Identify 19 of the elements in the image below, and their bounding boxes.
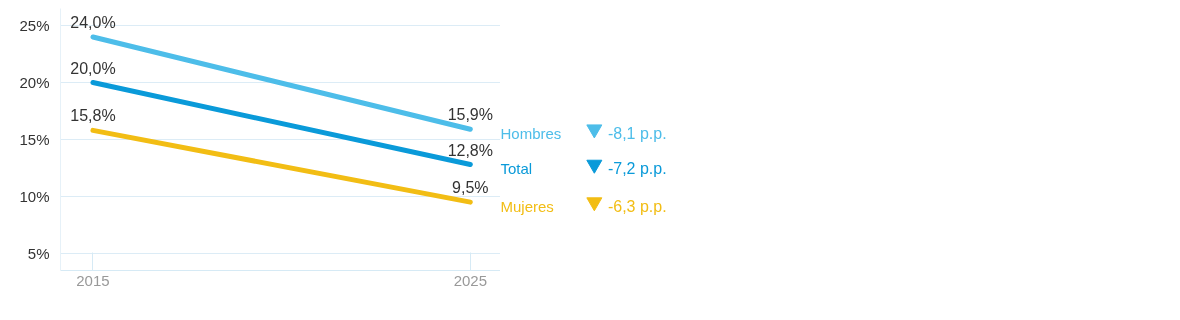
y-tick-label: 20% xyxy=(19,74,50,92)
legend-label: Hombres xyxy=(500,124,562,142)
y-tick-label: 5% xyxy=(27,244,50,262)
y-tick-label: 10% xyxy=(19,187,50,205)
data-label: 12,8% xyxy=(447,141,493,159)
data-label: 15,8% xyxy=(70,107,116,125)
text: -7,2 p.p. xyxy=(607,160,667,178)
text: -8,1 p.p. xyxy=(607,124,667,142)
legend-label: Mujeres xyxy=(500,197,554,215)
data-label: 15,9% xyxy=(447,106,493,124)
data-label: 9,5% xyxy=(452,179,489,197)
text: Total xyxy=(500,160,533,178)
text: -6,3 p.p. xyxy=(607,197,667,215)
x-tick-label: 2015 xyxy=(76,271,110,289)
y-tick-label: 25% xyxy=(19,17,50,35)
x-tick-label: 2025 xyxy=(453,271,487,289)
y-tick-label: 15% xyxy=(19,131,50,148)
data-label: 24,0% xyxy=(70,13,116,31)
data-label: 20,0% xyxy=(70,59,116,77)
